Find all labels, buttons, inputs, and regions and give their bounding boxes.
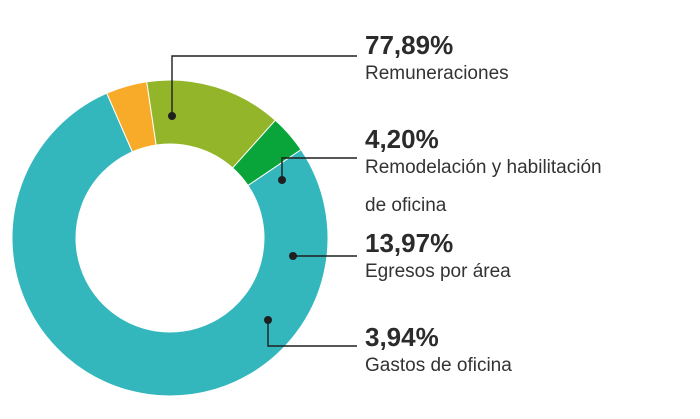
leader-dot-3 [289, 252, 297, 260]
leader-line-1 [171, 55, 357, 116]
donut-slice-1 [11, 92, 329, 397]
leader-dot-2 [278, 176, 286, 184]
data-label-2: 4,20% [365, 124, 439, 154]
data-label-4: 3,94% [365, 322, 439, 352]
category-label-4: Gastos de oficina [365, 355, 512, 376]
category-label-2-line-1: Remodelación y habilitación [365, 157, 602, 178]
category-label-1: Remuneraciones [365, 63, 509, 84]
donut-callouts: 77,89% Remuneraciones 4,20% Remodelación y … [168, 30, 602, 376]
leader-dot-4 [264, 316, 272, 324]
category-label-2-line-2: de oficina [365, 195, 447, 216]
category-label-3: Egresos por área [365, 261, 511, 282]
donut-slice-4 [231, 119, 302, 187]
data-label-1: 77,89% [365, 30, 453, 60]
leader-dot-1 [168, 112, 176, 120]
leader-line-4 [267, 320, 357, 347]
donut-slices [11, 79, 329, 397]
leader-line-2 [281, 157, 357, 180]
data-label-3: 13,97% [365, 228, 453, 258]
